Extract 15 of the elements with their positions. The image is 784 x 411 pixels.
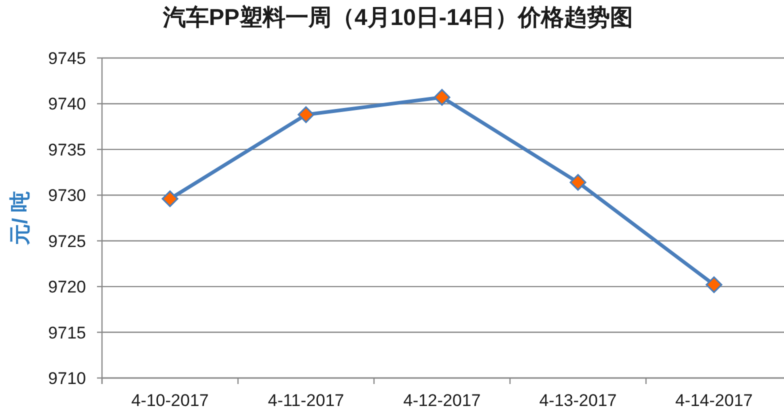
ytick: 9720	[48, 278, 86, 297]
ytick: 9745	[48, 49, 86, 68]
ylabel: 元/ 吨	[9, 191, 32, 245]
xtick: 4-13-2017	[539, 391, 617, 410]
ytick: 9730	[48, 186, 86, 206]
ytick: 9725	[48, 232, 86, 251]
title: 汽车PP塑料一周（4月10日-14日）价格趋势图	[162, 4, 634, 30]
ytick: 9740	[48, 94, 86, 114]
xtick: 4-11-2017	[268, 391, 344, 410]
ytick: 9735	[48, 140, 86, 160]
ytick: 9710	[48, 369, 86, 388]
xtick: 4-10-2017	[131, 391, 209, 410]
ytick: 9715	[48, 323, 86, 342]
xtick: 4-12-2017	[403, 391, 481, 410]
xtick: 4-14-2017	[675, 391, 753, 410]
